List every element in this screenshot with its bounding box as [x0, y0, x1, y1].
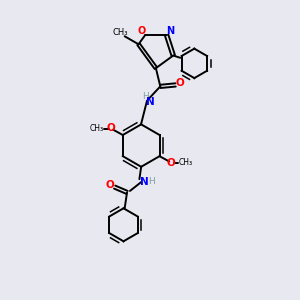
- Text: O: O: [137, 26, 146, 36]
- Text: CH₃: CH₃: [89, 124, 103, 133]
- Text: N: N: [146, 97, 155, 107]
- Text: CH₃: CH₃: [179, 158, 193, 167]
- Text: N: N: [140, 176, 149, 187]
- Text: H: H: [148, 177, 154, 186]
- Text: CH₃: CH₃: [112, 28, 128, 37]
- Text: O: O: [106, 180, 115, 190]
- Text: O: O: [176, 79, 185, 88]
- Text: O: O: [167, 158, 176, 168]
- Text: O: O: [107, 123, 116, 133]
- Text: N: N: [167, 26, 175, 36]
- Text: H: H: [142, 92, 149, 101]
